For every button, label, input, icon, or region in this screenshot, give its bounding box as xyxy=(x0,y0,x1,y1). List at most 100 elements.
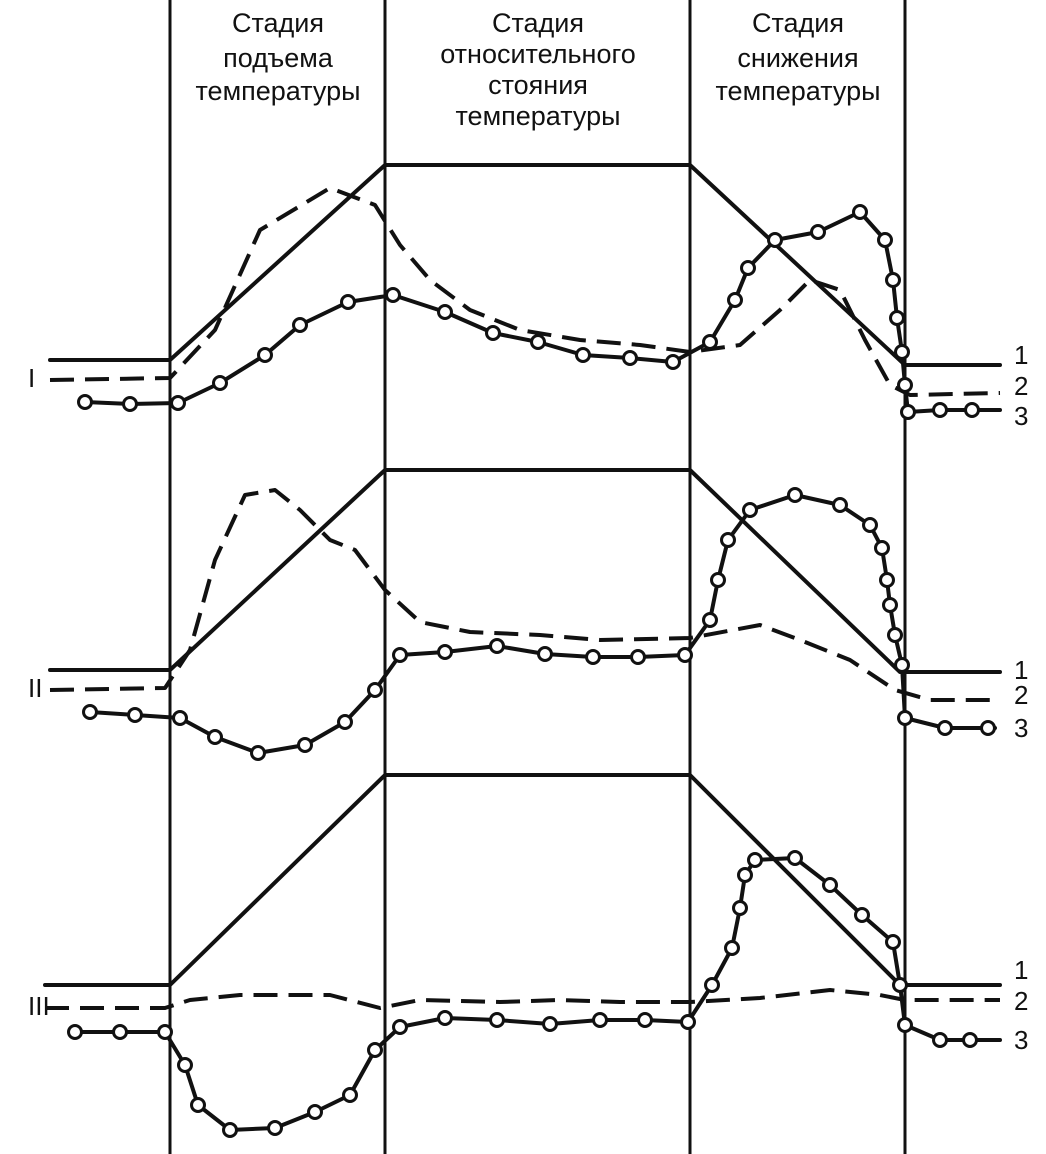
circle-marker xyxy=(157,1024,173,1040)
circle-marker xyxy=(367,682,383,698)
circle-marker xyxy=(704,977,720,993)
circle-marker xyxy=(212,375,228,391)
stage-title: стояния xyxy=(488,70,588,100)
stage-title: относительного xyxy=(440,39,636,69)
circle-marker xyxy=(732,900,748,916)
circle-marker xyxy=(542,1016,558,1032)
dashed-curve xyxy=(49,186,1001,397)
curve-number: 2 xyxy=(1014,371,1028,401)
circle-marker xyxy=(885,934,901,950)
circle-marker xyxy=(257,347,273,363)
circle-marker xyxy=(937,720,953,736)
circle-marker xyxy=(392,1019,408,1035)
solid-curve xyxy=(43,773,1002,987)
solid-curve xyxy=(48,163,1002,367)
circle-marker xyxy=(724,940,740,956)
stage-title: температуры xyxy=(455,101,620,131)
circle-marker xyxy=(307,1104,323,1120)
stage-title: температуры xyxy=(715,76,880,106)
circle-marker xyxy=(810,224,826,240)
circle-marker xyxy=(222,1122,238,1138)
circle-marker xyxy=(932,402,948,418)
stage-title: температуры xyxy=(195,76,360,106)
circle-marker xyxy=(127,707,143,723)
circle-marker xyxy=(832,497,848,513)
circle-marker xyxy=(585,649,601,665)
circle-marker xyxy=(637,1012,653,1028)
circle-marker xyxy=(622,350,638,366)
row-label: III xyxy=(28,991,50,1021)
circle-marker xyxy=(889,310,905,326)
circle-marker xyxy=(879,572,895,588)
curve-number: 1 xyxy=(1014,340,1028,370)
circle-marker xyxy=(250,745,266,761)
circle-marker xyxy=(677,647,693,663)
circle-marker xyxy=(897,1017,913,1033)
circle-marker xyxy=(962,1032,978,1048)
circle-marker xyxy=(485,325,501,341)
circle-marker xyxy=(887,627,903,643)
circle-marker xyxy=(767,232,783,248)
circle-marker xyxy=(787,850,803,866)
circle-marker xyxy=(747,852,763,868)
circle-marker xyxy=(710,572,726,588)
circle-marker xyxy=(367,1042,383,1058)
circle-marker xyxy=(894,344,910,360)
labels: СтадияподъематемпературыСтадияотноситель… xyxy=(28,8,1028,1055)
curve-number: 2 xyxy=(1014,986,1028,1016)
circle-marker xyxy=(892,977,908,993)
solid-curve xyxy=(48,468,1002,674)
circle-marker xyxy=(894,657,910,673)
circle-marker xyxy=(82,704,98,720)
stage-title: Стадия xyxy=(232,8,324,38)
curve-number: 3 xyxy=(1014,713,1028,743)
circle-marker xyxy=(787,487,803,503)
circle-marker xyxy=(854,907,870,923)
dashed-curve xyxy=(45,988,1000,1010)
row-label: II xyxy=(28,673,42,703)
circle-marker xyxy=(702,612,718,628)
circle-marker xyxy=(170,395,186,411)
circle-marker xyxy=(537,646,553,662)
circle-marker xyxy=(877,232,893,248)
circle-marker xyxy=(489,1012,505,1028)
circle-marker xyxy=(337,714,353,730)
stage-title: снижения xyxy=(737,43,858,73)
circle-marker xyxy=(437,644,453,660)
circle-marker xyxy=(852,204,868,220)
stage-dividers xyxy=(168,0,907,1154)
circle-marker xyxy=(67,1024,83,1040)
circle-marker xyxy=(340,294,356,310)
circle-marker xyxy=(980,720,996,736)
circle-marker xyxy=(740,260,756,276)
circle-marker xyxy=(964,402,980,418)
circle-marker xyxy=(737,867,753,883)
circle-marker xyxy=(342,1087,358,1103)
circle-marker xyxy=(630,649,646,665)
circle-marker xyxy=(177,1057,193,1073)
circle-marker xyxy=(727,292,743,308)
stage-title: Стадия xyxy=(492,8,584,38)
circle-marker xyxy=(702,334,718,350)
curve-number: 1 xyxy=(1014,655,1028,685)
circle-marker xyxy=(680,1014,696,1030)
circle-marker xyxy=(112,1024,128,1040)
circle-marker xyxy=(885,272,901,288)
circle-marker xyxy=(385,287,401,303)
circle-marker xyxy=(489,638,505,654)
circle-marker xyxy=(172,710,188,726)
circle-marker xyxy=(742,502,758,518)
circle-marker xyxy=(437,304,453,320)
circle-marker xyxy=(297,737,313,753)
circle-marker xyxy=(207,729,223,745)
circle-marker xyxy=(882,597,898,613)
circle-marker xyxy=(665,354,681,370)
circle-marker xyxy=(77,394,93,410)
dashed-curve xyxy=(49,488,1000,702)
circle-marker xyxy=(437,1010,453,1026)
curve-number: 3 xyxy=(1014,401,1028,431)
circle-marker xyxy=(932,1032,948,1048)
circle-marker xyxy=(900,404,916,420)
circle-marker xyxy=(190,1097,206,1113)
